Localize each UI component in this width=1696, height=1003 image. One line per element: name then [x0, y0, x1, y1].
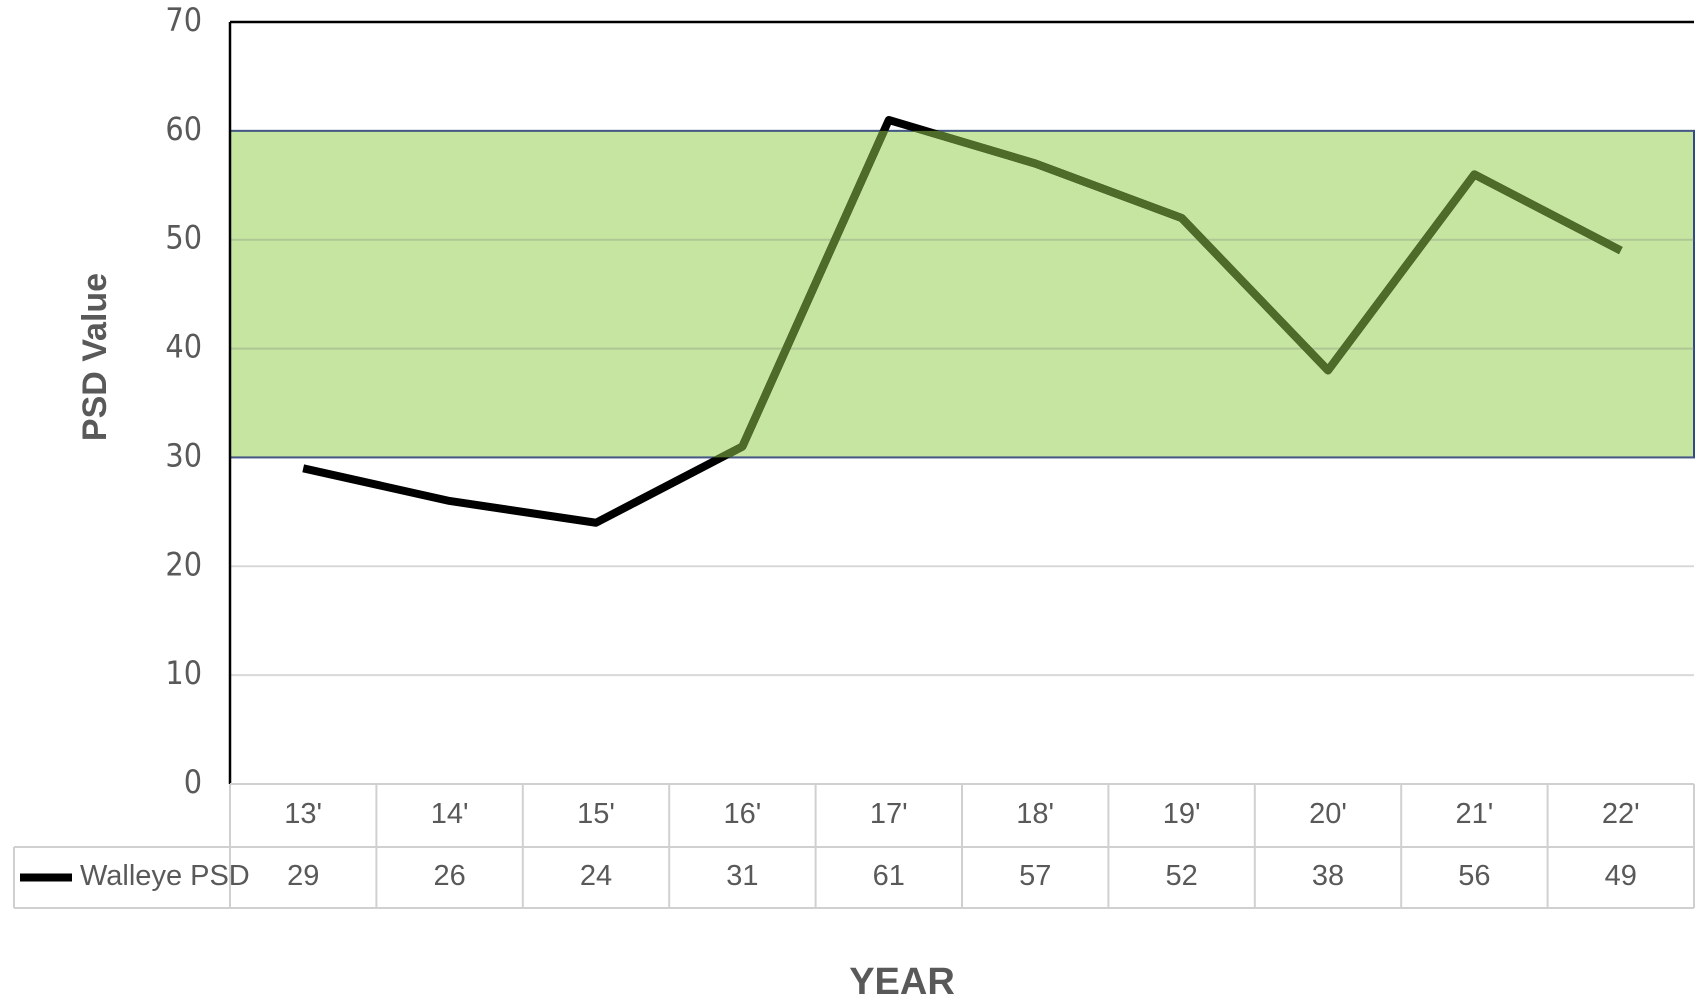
y-tick-label: 50: [165, 219, 202, 257]
data-label: 56: [1458, 860, 1490, 892]
y-axis-label: PSD Value: [76, 273, 114, 441]
y-tick-label: 20: [165, 545, 202, 583]
target-range: [229, 129, 1695, 459]
y-tick-label: 70: [165, 1, 202, 39]
data-label: 26: [433, 860, 465, 892]
x-tick-label: 15': [577, 798, 615, 830]
y-tick-label: 30: [165, 436, 202, 474]
data-label: 31: [726, 860, 758, 892]
y-tick-label: 0: [184, 763, 202, 801]
x-tick-label: 22': [1602, 798, 1640, 830]
y-tick-label: 10: [165, 654, 202, 692]
x-tick-label: 13': [284, 798, 322, 830]
y-tick-label: 40: [165, 328, 202, 366]
data-label: 52: [1165, 860, 1197, 892]
data-label: 57: [1019, 860, 1051, 892]
x-axis-label: YEAR: [849, 961, 955, 1003]
line-in-range: [712, 130, 1623, 458]
legend-label: Walleye PSD: [80, 860, 250, 892]
x-tick-label: 17': [870, 798, 908, 830]
data-label: 49: [1605, 860, 1637, 892]
x-tick-label: 14': [431, 798, 469, 830]
data-label: 61: [873, 860, 905, 892]
x-tick-label: 19': [1163, 798, 1201, 830]
y-tick-label: 60: [165, 110, 202, 148]
x-tick-label: 21': [1456, 798, 1494, 830]
data-label: 38: [1312, 860, 1344, 892]
x-tick-label: 20': [1309, 798, 1347, 830]
data-label: 24: [580, 860, 612, 892]
x-tick-label: 18': [1016, 798, 1054, 830]
data-label: 29: [287, 860, 319, 892]
x-tick-label: 16': [724, 798, 762, 830]
